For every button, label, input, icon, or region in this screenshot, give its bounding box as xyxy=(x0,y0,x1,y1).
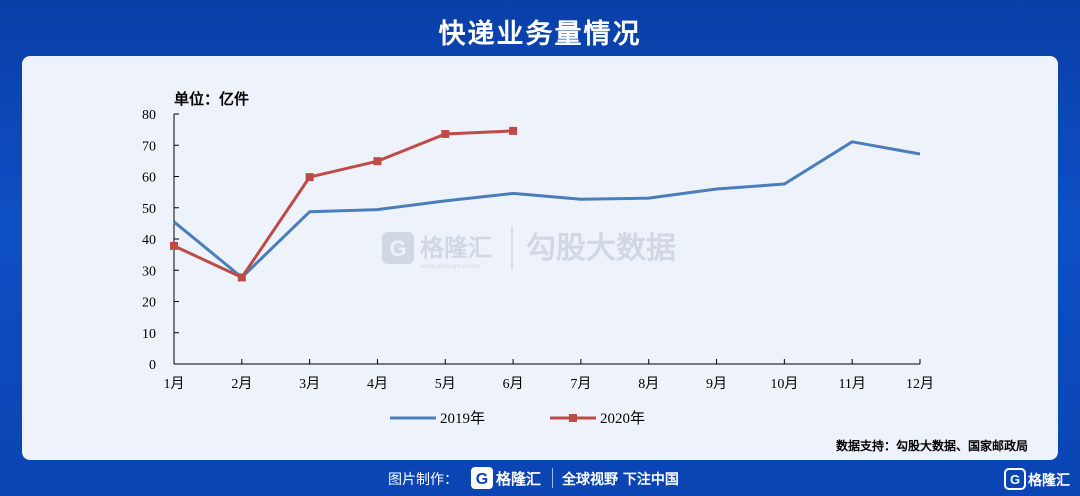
x-tick-label: 6月 xyxy=(503,376,524,392)
footer-divider xyxy=(552,468,553,488)
footer-brand-text: 格隆汇 xyxy=(1028,472,1070,489)
legend-2019-label: 2019年 xyxy=(440,410,485,427)
y-tick-label: 60 xyxy=(142,171,156,186)
series-1-point xyxy=(373,157,382,166)
chart-axes: 0 10 20 30 40 50 60 70 80 1月 2月 3月 4月 5月 6月 7月 8月 9月 10月 11… xyxy=(142,108,934,392)
footer-logo-text: 格隆汇 xyxy=(496,470,541,488)
series-1-point xyxy=(509,126,518,135)
x-tick-label: 4月 xyxy=(367,376,388,392)
footer-made-by: 图片制作： xyxy=(388,472,458,488)
watermark-product: 勾股大数据 xyxy=(526,231,676,266)
x-tick-label: 5月 xyxy=(435,376,456,392)
x-tick-label: 2月 xyxy=(231,376,252,392)
gelonghui-logo-icon: G xyxy=(471,467,493,489)
watermark-logo-icon: G xyxy=(382,232,414,264)
y-tick-label: 30 xyxy=(142,264,156,279)
y-tick-label: 10 xyxy=(142,327,156,342)
page-title: 快递业务量情况 xyxy=(438,19,642,50)
series-0-line xyxy=(173,140,921,279)
watermark: G 格隆汇 www.gelonghui.com 勾股大数据 xyxy=(382,226,676,270)
brand-logo-icon: G xyxy=(1004,468,1026,490)
chart-card: G 格隆汇 www.gelonghui.com 勾股大数据 单位：亿件 0 10 2… xyxy=(22,56,1058,460)
series-1-point xyxy=(441,130,450,138)
watermark-url: www.gelonghui.com xyxy=(420,263,481,270)
legend-2020-label: 2020年 xyxy=(600,410,645,427)
line-chart: G 格隆汇 www.gelonghui.com 勾股大数据 单位：亿件 0 10 2… xyxy=(142,90,1028,453)
x-tick-label: 1月 xyxy=(164,376,185,392)
svg-text:G: G xyxy=(389,236,406,261)
y-tick-label: 80 xyxy=(142,108,156,123)
x-tick-label: 8月 xyxy=(638,376,659,392)
x-tick-label: 11月 xyxy=(838,376,865,392)
y-tick-label: 50 xyxy=(142,202,156,217)
legend: 2019年 2020年 xyxy=(390,410,645,427)
legend-2020-marker xyxy=(569,414,577,422)
svg-text:G: G xyxy=(1010,472,1020,487)
x-tick-label: 9月 xyxy=(706,376,727,392)
series-1-point xyxy=(305,173,314,182)
x-tick-label: 10月 xyxy=(770,376,798,392)
series-1-point xyxy=(170,241,178,250)
footer-brand-logo: G 格隆汇 xyxy=(1004,468,1070,490)
x-tick-label: 7月 xyxy=(570,376,591,392)
y-tick-label: 20 xyxy=(142,296,156,311)
footer: 图片制作： G 格隆汇 全球视野 下注中国 G 格隆汇 xyxy=(0,462,1080,496)
y-tick-label: 40 xyxy=(142,233,156,248)
svg-text:G: G xyxy=(476,471,488,488)
x-tick-label: 3月 xyxy=(299,376,320,392)
x-tick-label: 12月 xyxy=(906,376,934,392)
unit-label: 单位：亿件 xyxy=(174,90,249,108)
series-1-point xyxy=(237,273,246,282)
source-note: 数据支持：勾股大数据、国家邮政局 xyxy=(836,438,1028,453)
y-tick-label: 0 xyxy=(149,358,156,373)
y-tick-label: 70 xyxy=(142,139,156,154)
footer-slogan: 全球视野 下注中国 xyxy=(562,472,679,488)
chart-lines xyxy=(170,126,921,282)
footer-logo: G 格隆汇 xyxy=(471,467,541,489)
series-1-line xyxy=(173,129,514,279)
watermark-brand: 格隆汇 xyxy=(420,234,492,262)
